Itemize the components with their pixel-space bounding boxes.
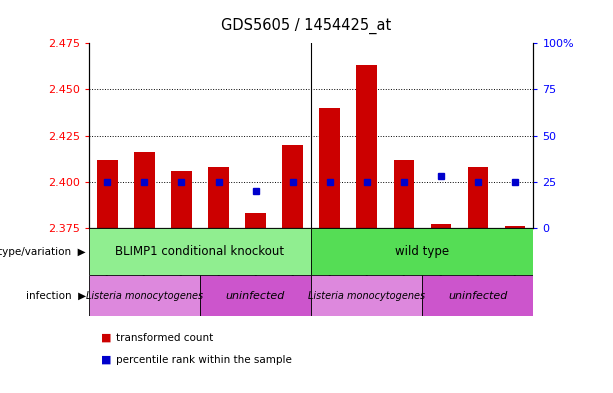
Text: percentile rank within the sample: percentile rank within the sample (116, 354, 292, 365)
Bar (319, 108, 340, 228)
Bar (89, 275, 200, 316)
Bar (394, 160, 414, 228)
Text: transformed count: transformed count (116, 333, 214, 343)
Bar (171, 171, 192, 228)
Bar (430, 224, 451, 228)
Text: uninfected: uninfected (226, 291, 285, 301)
Text: GDS5605 / 1454425_at: GDS5605 / 1454425_at (221, 18, 392, 34)
Text: BLIMP1 conditional knockout: BLIMP1 conditional knockout (115, 245, 284, 258)
Text: Listeria monocytogenes: Listeria monocytogenes (86, 291, 203, 301)
Bar (126, 43, 163, 228)
Text: infection  ▶: infection ▶ (26, 291, 86, 301)
Bar (208, 167, 229, 228)
Bar (385, 43, 422, 228)
Text: ■: ■ (101, 354, 115, 365)
Text: genotype/variation  ▶: genotype/variation ▶ (0, 246, 86, 257)
Bar (348, 43, 385, 228)
Bar (311, 43, 348, 228)
Text: Listeria monocytogenes: Listeria monocytogenes (308, 291, 425, 301)
Bar (200, 43, 237, 228)
Bar (163, 43, 200, 228)
Bar (459, 43, 497, 228)
Bar (274, 43, 311, 228)
Bar (422, 275, 533, 316)
Bar (497, 43, 533, 228)
Bar (357, 65, 377, 228)
Text: uninfected: uninfected (448, 291, 508, 301)
Bar (422, 43, 459, 228)
Bar (311, 228, 533, 275)
Bar (468, 167, 488, 228)
Bar (200, 275, 311, 316)
Bar (97, 160, 118, 228)
Bar (237, 43, 274, 228)
Bar (89, 228, 311, 275)
Text: ■: ■ (101, 333, 115, 343)
Bar (89, 43, 126, 228)
Bar (245, 213, 265, 228)
Bar (311, 275, 422, 316)
Bar (504, 226, 525, 228)
Text: wild type: wild type (395, 245, 449, 258)
Bar (283, 145, 303, 228)
Bar (134, 152, 154, 228)
